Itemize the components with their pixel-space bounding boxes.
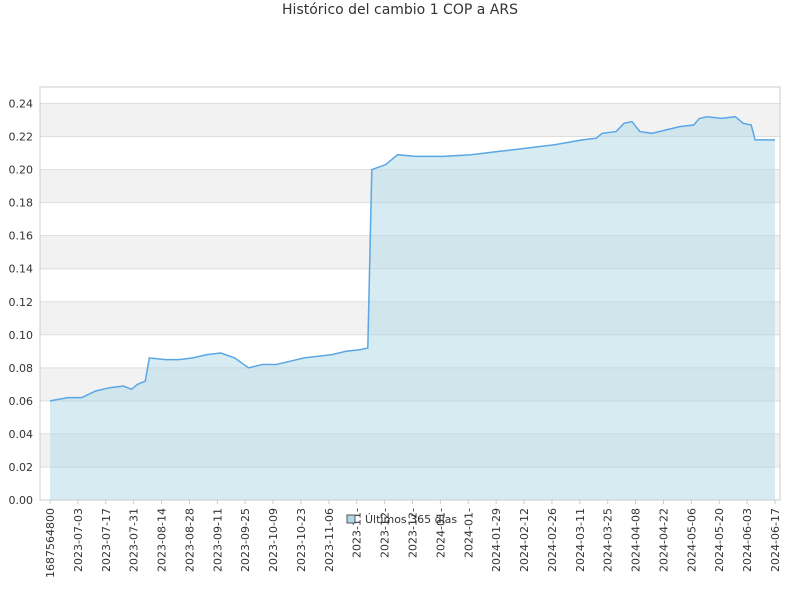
x-tick-label: 2024-06-03 <box>741 508 754 572</box>
x-tick-label: 2023-09-25 <box>239 508 252 572</box>
y-tick-label: 0.04 <box>9 428 34 441</box>
plot-frame <box>39 86 781 501</box>
x-tick-label: 2023-07-03 <box>72 508 85 572</box>
y-tick-label: 0.24 <box>9 98 34 111</box>
y-tick-label: 0.22 <box>9 131 34 144</box>
y-axis: 0.00 0.02 0.04 0.06 0.08 0.10 0.12 0.14 0.16 0.18… <box>9 98 34 507</box>
x-tick-label: 2024-02-26 <box>546 508 559 572</box>
y-tick-label: 0.06 <box>9 395 34 408</box>
x-tick-label: 2023-07-31 <box>128 508 141 572</box>
y-tick-label: 0.14 <box>9 263 34 276</box>
y-tick-label: 0.18 <box>9 197 34 210</box>
x-tick-label: 2023-08-28 <box>183 508 196 572</box>
legend-swatch[interactable] <box>346 514 356 524</box>
y-tick-label: 0.00 <box>9 494 34 507</box>
x-tick-label: 2024-03-11 <box>574 508 587 572</box>
x-axis: 1687564800 2023-07-03 2023-07-17 2023-07-31… <box>44 500 782 578</box>
x-tick-label: 2024-03-25 <box>602 508 615 572</box>
chart-title: Histórico del cambio 1 COP a ARS <box>282 2 518 18</box>
x-tick-label: 2023-12- <box>379 508 392 558</box>
series-line <box>49 115 775 402</box>
x-tick-label: 2024-06-17 <box>769 508 782 572</box>
x-tick-label: 2024-05-20 <box>713 508 726 572</box>
x-tick-label: 2023-10-23 <box>295 508 308 572</box>
x-tick-label: 2024-01- <box>462 508 475 558</box>
x-tick-label: 2023-08-14 <box>156 508 169 572</box>
x-tick-label: 2024-01-29 <box>490 508 503 572</box>
x-tick-label: 2023-09-11 <box>211 508 224 572</box>
x-tick-label: 2023-07-17 <box>100 508 113 572</box>
y-tick-label: 0.10 <box>9 329 34 342</box>
x-tick-label: 2023-12- <box>407 508 420 558</box>
x-tick-label: 2023-11-06 <box>323 508 336 572</box>
y-tick-label: 0.12 <box>9 296 34 309</box>
x-tick-label: 2024-05-06 <box>685 508 698 572</box>
x-tick-label: 2024-02-12 <box>518 508 531 572</box>
legend[interactable]: Últimos 365 días <box>346 513 457 526</box>
x-tick-label: 2024-04-22 <box>657 508 670 572</box>
y-tick-label: 0.08 <box>9 362 34 375</box>
grid-band <box>40 103 780 137</box>
series-area <box>50 116 775 500</box>
x-tick-label: 1687564800 <box>44 508 57 578</box>
y-tick-label: 0.20 <box>9 164 34 177</box>
x-tick-label: 2024-04-08 <box>630 508 643 572</box>
x-tick-label: 2024-01- <box>434 508 447 558</box>
y-tick-label: 0.16 <box>9 230 34 243</box>
legend-label[interactable]: Últimos 365 días <box>365 513 457 526</box>
x-tick-label: 2023-10-09 <box>267 508 280 572</box>
y-tick-label: 0.02 <box>9 461 34 474</box>
